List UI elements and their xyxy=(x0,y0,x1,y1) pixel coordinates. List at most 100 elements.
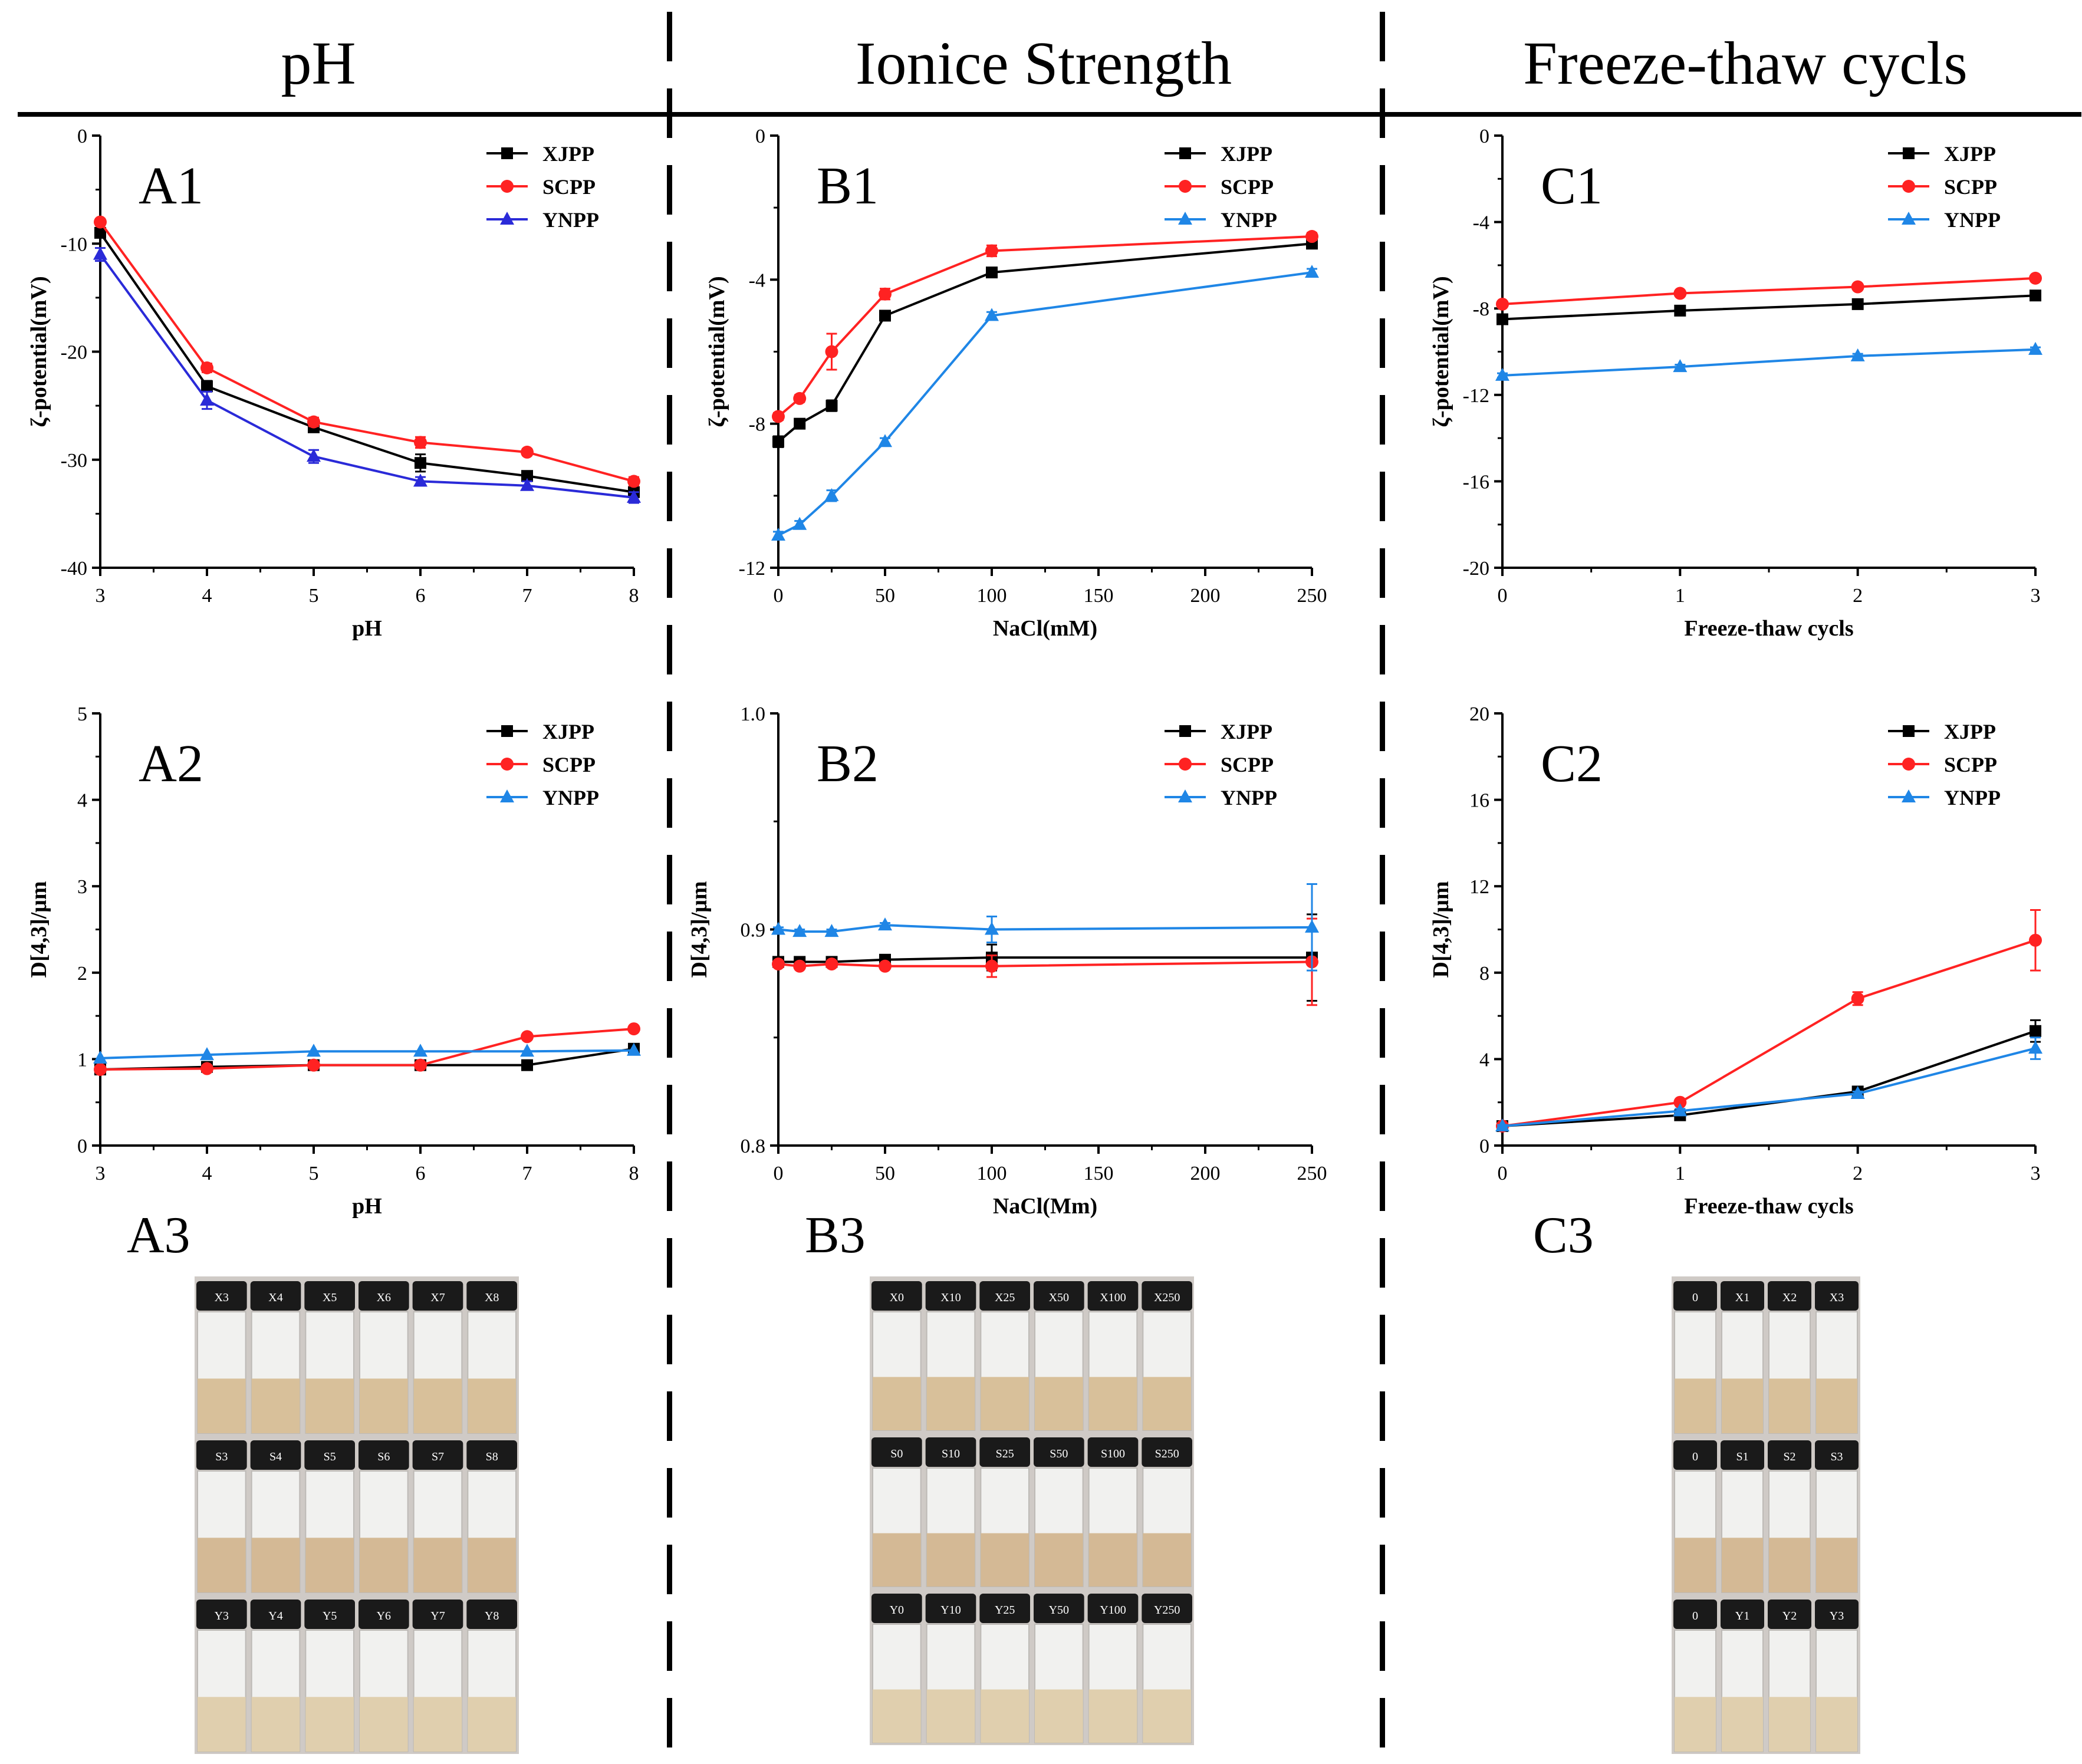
a2-y-axis-label: D[4,3]/μm xyxy=(27,881,51,978)
b1-y-axis-label: ζ-potential(mV) xyxy=(705,276,729,427)
a3-vial-liquid xyxy=(360,1538,408,1592)
b3-vial: Y50 xyxy=(1034,1594,1084,1743)
c3-vial-cap-label: 0 xyxy=(1692,1610,1698,1623)
a3-vial-liquid xyxy=(198,1697,246,1752)
c1-x-tick-label: 0 xyxy=(1498,585,1508,607)
c3-vial-cap-label: X3 xyxy=(1830,1291,1844,1304)
c1-xjpp-line xyxy=(1502,294,2036,321)
a3-vial-cap-label: Y3 xyxy=(215,1610,229,1623)
a3-vial: Y6 xyxy=(358,1600,409,1752)
b3-vial-cap-label: Y50 xyxy=(1049,1604,1069,1617)
c3-vial-cap xyxy=(1721,1281,1764,1311)
a3-vial-liquid xyxy=(251,1378,300,1433)
c3-vial-cap-label: 0 xyxy=(1692,1291,1698,1304)
a1-panel-label: A1 xyxy=(139,157,203,215)
b2-x-tick-label: 150 xyxy=(1084,1163,1114,1184)
b3-vial: X25 xyxy=(979,1281,1030,1431)
b2-ynpp-point xyxy=(985,922,999,935)
panel-label-b3: B3 xyxy=(805,1207,866,1264)
c3-vial-cap-label: 0 xyxy=(1692,1450,1698,1463)
a1-y-tick-label: 0 xyxy=(77,126,87,147)
c2-y-tick-label: 12 xyxy=(1469,876,1489,898)
b1-xjpp-point xyxy=(825,400,838,412)
c1-xjpp-point xyxy=(2030,289,2041,302)
a1-scpp-point xyxy=(307,415,320,429)
a3-vial: Y4 xyxy=(250,1600,301,1752)
a3-vial: Y5 xyxy=(304,1600,355,1752)
a3-vial-cap-label: S4 xyxy=(269,1450,282,1463)
a3-vial-cap-label: Y5 xyxy=(323,1610,337,1623)
b2-series-scpp xyxy=(772,917,1318,1006)
b3-vial-liquid xyxy=(873,1377,921,1430)
c3-vial-cap xyxy=(1721,1600,1764,1629)
c1-y-tick-label: -16 xyxy=(1463,471,1489,493)
c2-y-tick-label: 4 xyxy=(1479,1049,1489,1071)
a2-xjpp-point xyxy=(521,1059,533,1071)
c2-legend-marker-scpp xyxy=(1902,758,1915,771)
a2-ynpp-point xyxy=(627,1042,641,1056)
b2-xjpp-line xyxy=(778,956,1312,963)
a3-vial-liquid xyxy=(251,1538,300,1592)
a2-scpp-point xyxy=(521,1030,534,1044)
a3-vial-cap xyxy=(466,1600,517,1629)
a3-vial-cap-label: Y4 xyxy=(268,1610,282,1623)
a2-x-tick-label: 7 xyxy=(522,1163,532,1184)
a2-x-axis-label: pH xyxy=(352,1194,382,1219)
b3-vial: X10 xyxy=(925,1281,976,1431)
c1-ynpp-point xyxy=(1673,359,1688,373)
a2-legend-marker-ynpp xyxy=(500,789,514,802)
c1-y-tick-label: -20 xyxy=(1463,558,1489,580)
b1-ynpp-point xyxy=(985,308,999,321)
a1-x-axis-label: pH xyxy=(352,616,382,641)
a1-xjpp-point xyxy=(201,380,213,393)
a1-legend-label-xjpp: XJPP xyxy=(542,142,594,166)
a3-vial-liquid xyxy=(198,1538,246,1592)
c1-legend-marker-ynpp xyxy=(1902,212,1916,225)
c1-series-ynpp xyxy=(1495,341,2042,381)
b1-legend-marker-xjpp xyxy=(1179,147,1191,159)
b2-series-ynpp xyxy=(771,883,1319,972)
c3-vial: S1 xyxy=(1721,1440,1764,1593)
b3-vial-liquid xyxy=(873,1689,921,1743)
a3-vial-cap-label: X5 xyxy=(323,1291,337,1304)
b3-vial-cap xyxy=(1142,1281,1192,1311)
c3-vial-liquid xyxy=(1722,1697,1763,1752)
a1-xjpp-point xyxy=(94,226,106,239)
b1-xjpp-point xyxy=(772,436,784,448)
c2-series-scpp xyxy=(1496,909,2042,1133)
a1-ynpp-point xyxy=(200,392,214,406)
a2-y-tick-label: 1 xyxy=(77,1049,87,1071)
b3-vial: S25 xyxy=(979,1437,1030,1587)
c2-ynpp-point xyxy=(1850,1086,1865,1100)
b3-vial-cap xyxy=(1034,1281,1084,1311)
b1-ynpp-point xyxy=(1305,265,1319,278)
b3-vial: Y25 xyxy=(979,1594,1030,1743)
c3-vial-cap-label: Y1 xyxy=(1735,1610,1749,1623)
c1-legend-label-scpp: SCPP xyxy=(1944,175,1997,199)
b3-vial-cap xyxy=(925,1281,976,1311)
b2-y-tick-label: 1.0 xyxy=(741,703,766,725)
a1-y-axis-label: ζ-potential(mV) xyxy=(27,276,51,427)
b2-scpp-point xyxy=(825,957,838,971)
c2-ynpp-line xyxy=(1502,1047,2036,1128)
b3-vial: Y10 xyxy=(925,1594,976,1743)
a3-vial-cap-label: X8 xyxy=(485,1291,499,1304)
c3-vial-cap xyxy=(1721,1440,1764,1470)
chart-b2: 0 50 100 150 200 250 0.8 0.9 1.0 NaCl(Mm) D[4,3]/μ… xyxy=(687,703,1327,1219)
b3-vial-liquid xyxy=(981,1533,1029,1587)
vials-photo-b3: X0 X10 X25 X50 X100 X250 S0 S10 S25 S50 S100 S250 Y0… xyxy=(870,1276,1194,1745)
vials-photo-a3: X3 X4 X5 X6 X7 X8 S3 S4 S5 S6 S7 S8 Y3 Y4 Y5 Y6 Y7 Y8 xyxy=(195,1276,519,1754)
b3-vial-cap xyxy=(1087,1594,1139,1623)
c3-vial-cap xyxy=(1815,1440,1859,1470)
a3-vial-cap-label: Y8 xyxy=(485,1610,499,1623)
b2-ynpp-line xyxy=(778,924,1313,933)
c3-vial-liquid xyxy=(1769,1538,1810,1592)
a2-legend-marker-scpp xyxy=(501,758,514,771)
chart-a2: 3 4 5 6 7 8 0 1 2 3 4 5 pH D[4,3]/μm A2 XJPP SCPP YNPP xyxy=(27,703,641,1219)
b2-legend-label-scpp: SCPP xyxy=(1221,753,1274,776)
a2-ynpp-point xyxy=(520,1044,534,1057)
c1-legend-marker-xjpp xyxy=(1903,147,1915,159)
a1-y-tick-label: -40 xyxy=(61,558,87,580)
b1-y-tick-label: -4 xyxy=(749,269,765,291)
a2-x-tick-label: 6 xyxy=(416,1163,426,1184)
